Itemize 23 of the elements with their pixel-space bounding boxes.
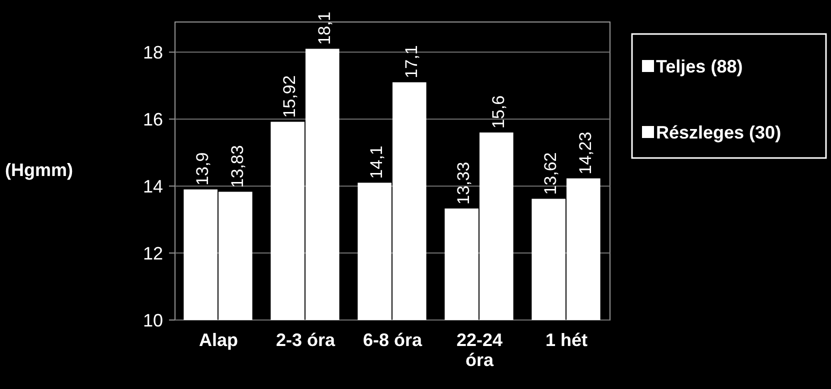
y-axis-title: (Hgmm) xyxy=(5,160,73,180)
x-tick-label: 6-8 óra xyxy=(362,330,423,350)
y-tick-label: 12 xyxy=(142,243,163,264)
data-label: 18,1 xyxy=(314,12,334,45)
legend-label: Teljes (88) xyxy=(656,56,743,76)
data-label: 13,9 xyxy=(193,152,212,186)
data-label: 13,83 xyxy=(228,145,247,188)
y-tick-label: 14 xyxy=(142,176,163,196)
data-label: 13,33 xyxy=(454,162,474,204)
y-tick-label: 18 xyxy=(142,42,163,62)
data-label: 13,62 xyxy=(541,152,560,195)
x-tick-label: Alap xyxy=(198,330,238,350)
x-tick-label: 1 hét xyxy=(545,330,588,350)
data-label: 17,1 xyxy=(402,45,421,78)
legend-label: Részleges (30) xyxy=(656,122,782,142)
data-label: 14,23 xyxy=(576,132,595,174)
data-label: 15,6 xyxy=(488,95,508,128)
y-tick-label: 10 xyxy=(142,310,163,330)
x-tick-label: 22-24 óra xyxy=(456,330,503,370)
y-tick-label: 16 xyxy=(142,109,163,130)
data-label: 15,92 xyxy=(280,75,300,118)
data-label: 14,1 xyxy=(367,146,386,179)
x-tick-label: 2-3 óra xyxy=(276,330,336,350)
